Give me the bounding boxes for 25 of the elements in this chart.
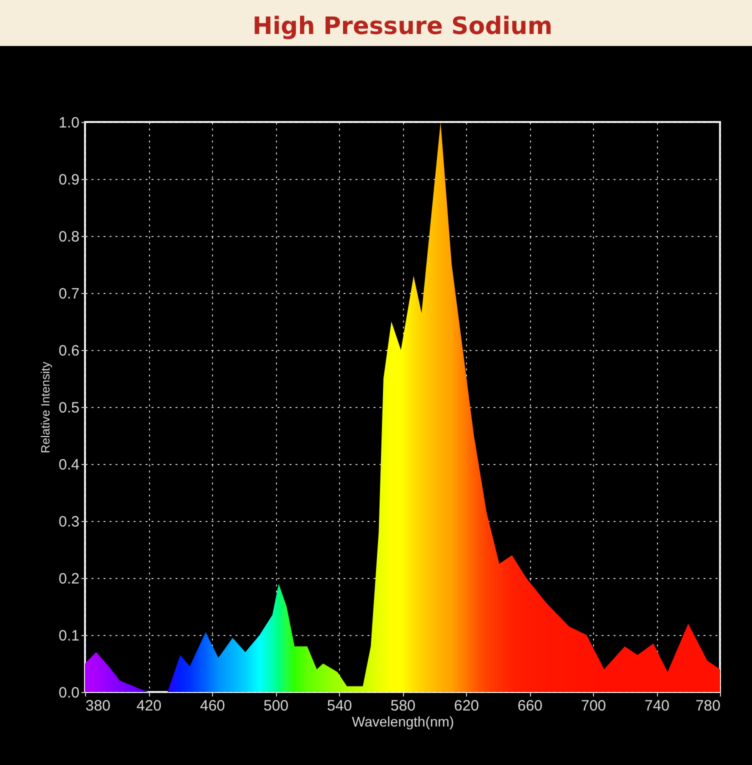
chart-title: High Pressure Sodium	[252, 12, 553, 40]
x-tick-label: 700	[580, 698, 606, 714]
y-tick-label: 0.8	[58, 228, 80, 246]
x-tick-label: 740	[644, 698, 670, 714]
x-tick-label: 460	[200, 698, 226, 714]
y-tick-label: 0.4	[58, 456, 80, 474]
y-tick-label: 0.6	[58, 342, 80, 360]
y-tick-label: 0.5	[58, 400, 80, 416]
x-tick-label: 420	[136, 698, 162, 714]
x-tick-label: 780	[695, 698, 720, 714]
x-tick-label: 540	[326, 698, 352, 714]
y-tick-label: 0.3	[58, 514, 80, 530]
x-tick-label: 620	[454, 698, 480, 714]
y-tick-label: 1.0	[58, 114, 80, 132]
x-tick-label: 580	[390, 698, 416, 714]
x-tick-label: 660	[517, 698, 543, 714]
y-tick-label: 0.9	[58, 172, 80, 188]
x-axis-title: Wavelength(nm)	[352, 714, 454, 730]
x-tick-label: 380	[86, 698, 111, 714]
y-tick-label: 0.1	[58, 628, 80, 644]
y-tick-label: 0.2	[58, 570, 80, 588]
x-tick-label: 500	[263, 698, 289, 714]
y-tick-label: 0.7	[58, 286, 80, 302]
y-axis-title: Relative Intensity	[38, 362, 53, 454]
y-tick-label: 0.0	[58, 684, 80, 702]
